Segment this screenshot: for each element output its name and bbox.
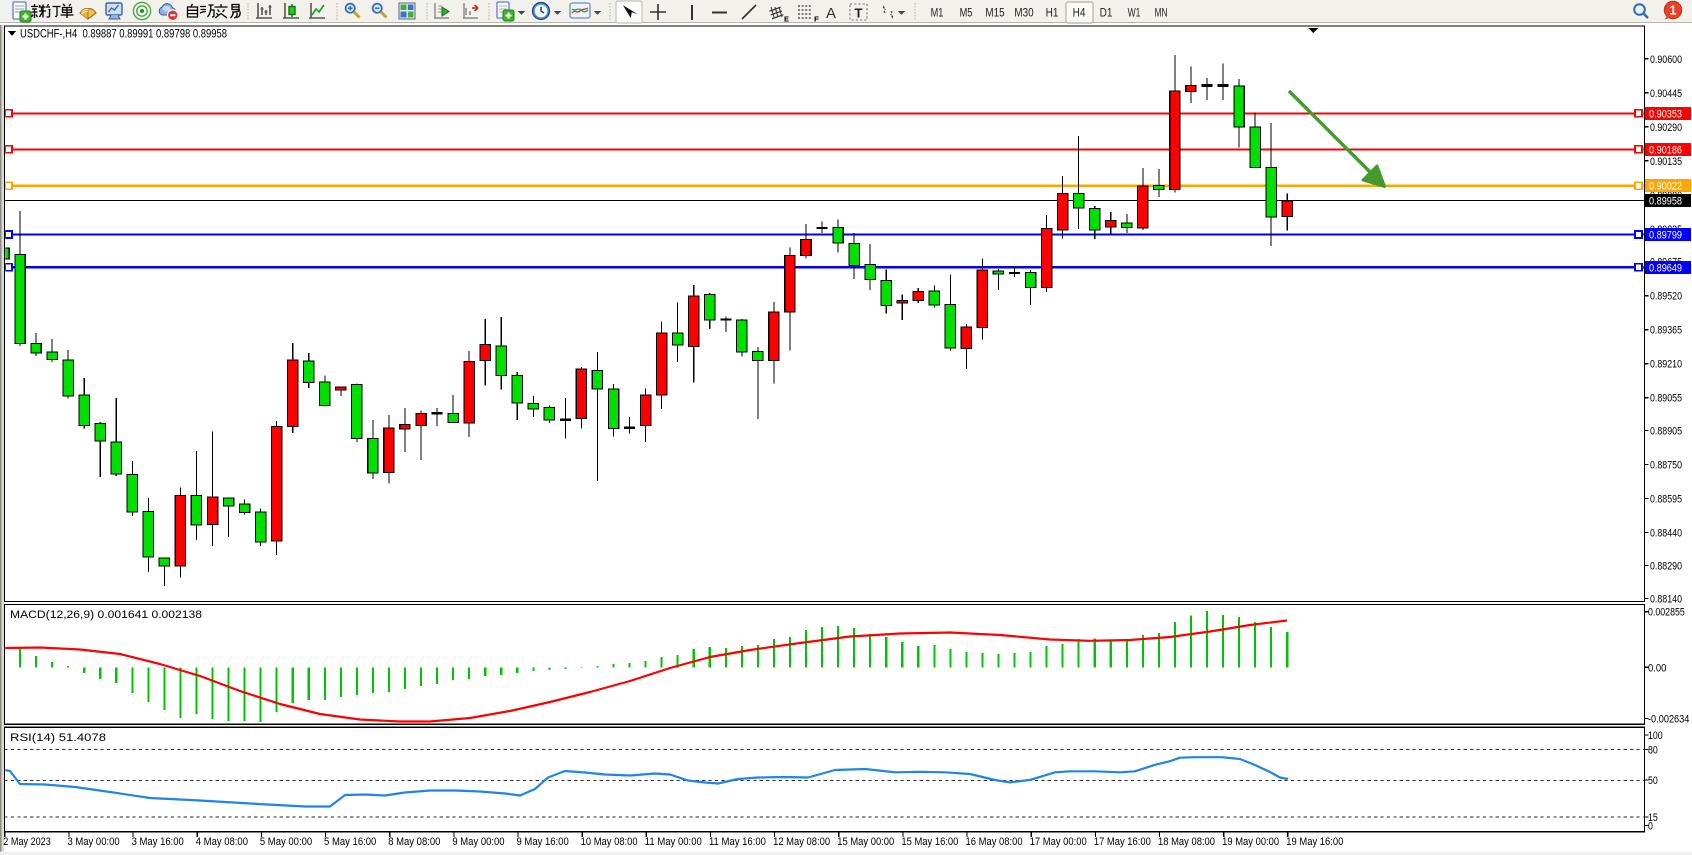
svg-text:1: 1 xyxy=(1670,4,1677,18)
svg-text:0.002855: 0.002855 xyxy=(1648,607,1685,619)
svg-text:2 May 2023: 2 May 2023 xyxy=(3,836,51,848)
svg-text:15: 15 xyxy=(1648,812,1658,824)
svg-text:0.88905: 0.88905 xyxy=(1650,426,1682,438)
svg-text:0.00: 0.00 xyxy=(1648,662,1666,674)
svg-text:0.90022: 0.90022 xyxy=(1649,181,1682,193)
svg-text:MN: MN xyxy=(1155,8,1168,20)
svg-text:19 May 16:00: 19 May 16:00 xyxy=(1286,836,1343,848)
svg-text:3 May 00:00: 3 May 00:00 xyxy=(67,836,119,848)
svg-text:A: A xyxy=(826,6,836,22)
svg-text:0.88140: 0.88140 xyxy=(1650,593,1682,605)
svg-text:3 May 16:00: 3 May 16:00 xyxy=(132,836,184,848)
svg-text:12 May 08:00: 12 May 08:00 xyxy=(773,836,830,848)
svg-text:T: T xyxy=(855,7,863,21)
svg-text:15 May 00:00: 15 May 00:00 xyxy=(837,836,894,848)
svg-text:8 May 08:00: 8 May 08:00 xyxy=(388,836,440,848)
svg-text:M15: M15 xyxy=(985,8,1004,20)
svg-text:0.88290: 0.88290 xyxy=(1650,561,1682,573)
svg-text:M5: M5 xyxy=(960,8,973,20)
svg-text:17 May 16:00: 17 May 16:00 xyxy=(1094,836,1151,848)
svg-text:M1: M1 xyxy=(931,8,944,20)
svg-text:11 May 00:00: 11 May 00:00 xyxy=(645,836,702,848)
svg-text:0.88595: 0.88595 xyxy=(1650,494,1682,506)
svg-text:17 May 00:00: 17 May 00:00 xyxy=(1030,836,1087,848)
svg-text:0.89799: 0.89799 xyxy=(1649,230,1682,242)
svg-text:9 May 16:00: 9 May 16:00 xyxy=(517,836,569,848)
svg-text:50: 50 xyxy=(1648,775,1658,787)
svg-text:18 May 08:00: 18 May 08:00 xyxy=(1158,836,1215,848)
svg-text:E: E xyxy=(784,15,789,24)
svg-text:0.89055: 0.89055 xyxy=(1650,393,1682,405)
svg-text:0.90186: 0.90186 xyxy=(1649,144,1682,156)
svg-text:11 May 16:00: 11 May 16:00 xyxy=(709,836,766,848)
svg-text:16 May 08:00: 16 May 08:00 xyxy=(966,836,1023,848)
svg-text:5 May 16:00: 5 May 16:00 xyxy=(324,836,376,848)
svg-text:10 May 08:00: 10 May 08:00 xyxy=(581,836,638,848)
svg-text:F: F xyxy=(814,15,819,24)
svg-text:15 May 16:00: 15 May 16:00 xyxy=(901,836,958,848)
svg-text:0: 0 xyxy=(1648,821,1653,833)
svg-text:W1: W1 xyxy=(1128,8,1141,20)
svg-text:0.88440: 0.88440 xyxy=(1650,528,1682,540)
svg-text:0.89210: 0.89210 xyxy=(1650,359,1682,371)
svg-text:9 May 00:00: 9 May 00:00 xyxy=(452,836,504,848)
svg-text:0.90445: 0.90445 xyxy=(1650,88,1682,100)
svg-text:0.89520: 0.89520 xyxy=(1650,291,1682,303)
svg-text:80: 80 xyxy=(1648,745,1658,757)
svg-text:0.90290: 0.90290 xyxy=(1650,122,1682,134)
svg-text:-0.002634: -0.002634 xyxy=(1648,714,1689,726)
svg-text:USDCHF-,H4 0.89887 0.89991 0.: USDCHF-,H4 0.89887 0.89991 0.89798 0.899… xyxy=(20,29,227,41)
svg-text:0.89365: 0.89365 xyxy=(1650,325,1682,337)
svg-text:19 May 00:00: 19 May 00:00 xyxy=(1222,836,1279,848)
svg-text:0.90600: 0.90600 xyxy=(1650,54,1682,66)
svg-text:100: 100 xyxy=(1648,730,1663,742)
svg-text:4 May 08:00: 4 May 08:00 xyxy=(196,836,248,848)
svg-text:H1: H1 xyxy=(1046,8,1059,20)
svg-text:0.90353: 0.90353 xyxy=(1649,108,1682,120)
svg-text:H4: H4 xyxy=(1073,8,1086,20)
svg-text:0.90135: 0.90135 xyxy=(1650,156,1682,168)
svg-text:RSI(14) 51.4078: RSI(14) 51.4078 xyxy=(10,732,106,744)
svg-text:MACD(12,26,9) 0.001641 0.00213: MACD(12,26,9) 0.001641 0.002138 xyxy=(10,609,202,621)
svg-text:0.89958: 0.89958 xyxy=(1649,195,1682,207)
svg-text:5 May 00:00: 5 May 00:00 xyxy=(260,836,312,848)
svg-text:0.89649: 0.89649 xyxy=(1649,262,1682,274)
svg-text:M30: M30 xyxy=(1014,8,1033,20)
svg-text:D1: D1 xyxy=(1100,8,1113,20)
svg-text:0.88750: 0.88750 xyxy=(1650,460,1682,472)
